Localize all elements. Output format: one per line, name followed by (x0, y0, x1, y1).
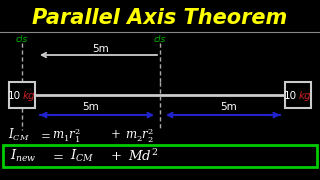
Text: $m_1 r_1^2$: $m_1 r_1^2$ (52, 125, 81, 145)
Text: $\mathit{I}_{CM}$: $\mathit{I}_{CM}$ (8, 127, 30, 143)
Text: 10: 10 (284, 91, 297, 101)
Text: $+$: $+$ (110, 150, 122, 163)
Text: $m_2 r_2^2$: $m_2 r_2^2$ (125, 125, 154, 145)
Bar (9, 82, 35, 108)
Text: $\mathit{I}_{new}$: $\mathit{I}_{new}$ (10, 148, 36, 164)
Text: 5m: 5m (83, 102, 100, 112)
Text: 5m: 5m (220, 102, 237, 112)
Text: $\mathit{I}_{CM}$: $\mathit{I}_{CM}$ (70, 148, 94, 164)
Bar (285, 82, 311, 108)
Text: 5m: 5m (92, 44, 109, 54)
Bar (3, 145, 317, 167)
Text: $=$: $=$ (50, 150, 64, 163)
Text: kg: kg (299, 91, 312, 101)
Text: $+$: $+$ (110, 129, 121, 141)
Text: 10: 10 (8, 91, 21, 101)
Text: $Md^2$: $Md^2$ (128, 148, 158, 164)
Text: $=$: $=$ (38, 129, 51, 141)
Text: cls: cls (154, 35, 166, 44)
Text: Parallel Axis Theorem: Parallel Axis Theorem (32, 8, 288, 28)
Text: cls: cls (16, 35, 28, 44)
Text: kg: kg (23, 91, 36, 101)
